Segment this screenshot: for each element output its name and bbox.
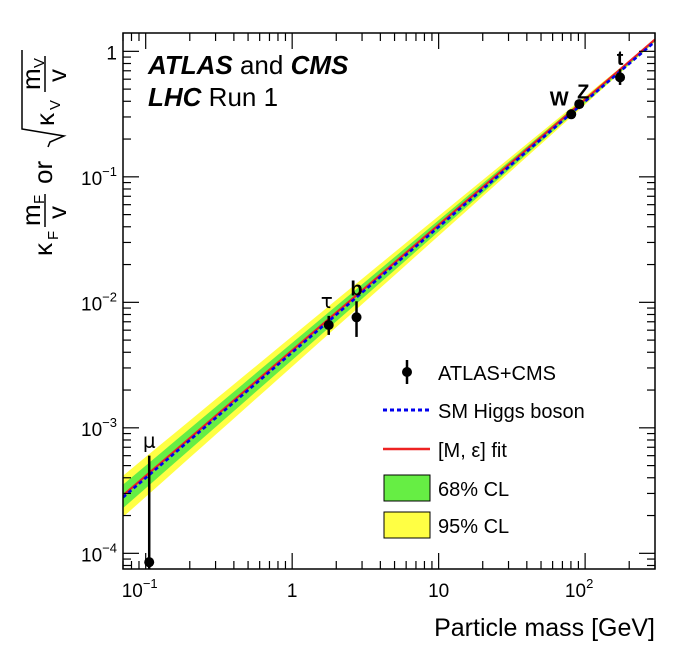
ylabel-m-f: m xyxy=(16,204,46,226)
legend-68cl-label: 68% CL xyxy=(438,479,509,501)
x-tick-label-base: 10 xyxy=(122,581,143,602)
data-point-Z: Z xyxy=(574,82,589,110)
x-tick-label: 10−1 xyxy=(122,576,158,602)
x-tick-label: 102 xyxy=(565,576,593,602)
data-point-marker xyxy=(566,109,577,120)
lhc-label: LHC xyxy=(148,82,203,112)
y-tick-label-exp: −1 xyxy=(102,164,117,179)
model-lines xyxy=(123,38,655,499)
x-tick-label-base: 1 xyxy=(287,581,298,602)
data-point-label: Z xyxy=(577,82,589,104)
ylabel-kappa-v-sub: V xyxy=(47,100,64,110)
legend-sm-label: SM Higgs boson xyxy=(438,401,585,423)
data-point-label: b xyxy=(350,278,362,300)
ylabel-v-v: v xyxy=(42,69,72,82)
y-tick-label-base: 1 xyxy=(106,43,117,64)
legend-68cl-swatch xyxy=(383,474,431,502)
experiment-label-line1: ATLAS and CMS xyxy=(147,50,349,80)
legend-fit-label: [M, ε] fit xyxy=(438,440,507,462)
legend-entry-68cl: 68% CL xyxy=(383,474,509,502)
ylabel-or: or xyxy=(28,161,58,184)
y-tick-label-base: 10 xyxy=(81,420,102,441)
ylabel-m-v: m xyxy=(16,68,46,90)
y-tick-label: 10−4 xyxy=(81,540,117,566)
y-tick-label: 10−3 xyxy=(81,415,117,441)
ylabel-kappa-v: κ xyxy=(30,112,60,126)
band-68cl xyxy=(123,39,655,509)
and-label: and xyxy=(233,50,291,80)
band-95cl xyxy=(123,39,655,517)
x-axis-title: Particle mass [GeV] xyxy=(434,614,655,642)
ylabel-m-f-sub: F xyxy=(31,195,48,204)
x-tick-label: 1 xyxy=(287,581,298,602)
run-label: Run 1 xyxy=(201,82,278,112)
y-tick-label: 10−2 xyxy=(81,289,117,315)
y-tick-label-exp: −2 xyxy=(102,289,117,304)
data-point-label: τ xyxy=(321,289,333,313)
data-point-W: W xyxy=(550,88,577,120)
legend-data-marker xyxy=(402,367,412,377)
ylabel-sqrt-sign xyxy=(21,50,67,148)
y-tick-label-exp: −4 xyxy=(102,540,117,555)
data-point-label: μ xyxy=(143,429,156,453)
ylabel-v-f: v xyxy=(42,206,72,219)
y-tick-label-base: 10 xyxy=(81,169,102,190)
y-tick-label-base: 10 xyxy=(81,545,102,566)
y-axis-title: κ F m F v or κ V m V v xyxy=(16,50,72,256)
experiment-label-line2: LHC Run 1 xyxy=(148,82,278,112)
atlas-label: ATLAS xyxy=(147,50,233,80)
legend-entry-sm: SM Higgs boson xyxy=(383,401,585,423)
y-tick-label-exp: −3 xyxy=(102,415,117,430)
data-point-marker xyxy=(615,72,626,83)
fit-line xyxy=(123,38,655,497)
data-point-label: W xyxy=(550,88,569,110)
legend-entry-data: ATLAS+CMS xyxy=(402,360,556,385)
ylabel-kappa-f: κ xyxy=(28,242,58,256)
legend-95cl-swatch xyxy=(383,511,431,539)
confidence-bands xyxy=(123,39,655,517)
x-tick-label-exp: 2 xyxy=(586,576,593,591)
ylabel-kappa-f-sub: F xyxy=(45,231,62,240)
data-point-marker xyxy=(574,99,585,110)
x-tick-label: 10 xyxy=(428,581,449,602)
y-tick-label: 10−1 xyxy=(81,164,117,190)
legend-entry-fit: [M, ε] fit xyxy=(383,440,507,462)
y-tick-label-base: 10 xyxy=(81,294,102,315)
x-tick-label-base: 10 xyxy=(428,581,449,602)
data-point-τ: τ xyxy=(321,289,334,335)
sm-line xyxy=(123,40,655,499)
data-point-μ: μ xyxy=(143,429,156,569)
plot-frame xyxy=(122,32,656,570)
data-point-t: t xyxy=(615,48,626,85)
data-point-marker xyxy=(144,557,155,568)
legend-entry-95cl: 95% CL xyxy=(383,511,509,539)
x-tick-label-exp: −1 xyxy=(143,576,158,591)
data-point-marker xyxy=(323,319,334,330)
y-tick-label: 1 xyxy=(106,43,117,64)
cms-label: CMS xyxy=(291,50,349,80)
legend-95cl-label: 95% CL xyxy=(438,516,509,538)
data-point-label: t xyxy=(617,48,624,70)
x-tick-label-base: 10 xyxy=(565,581,586,602)
data-points: μ τ b W Zt xyxy=(143,48,626,569)
data-point-marker xyxy=(351,312,362,323)
legend-data-label: ATLAS+CMS xyxy=(438,363,556,385)
ylabel-m-v-sub: V xyxy=(31,58,48,68)
legend: ATLAS+CMS SM Higgs boson [M, ε] fit 68% … xyxy=(383,360,585,539)
data-point-b: b xyxy=(350,278,363,337)
